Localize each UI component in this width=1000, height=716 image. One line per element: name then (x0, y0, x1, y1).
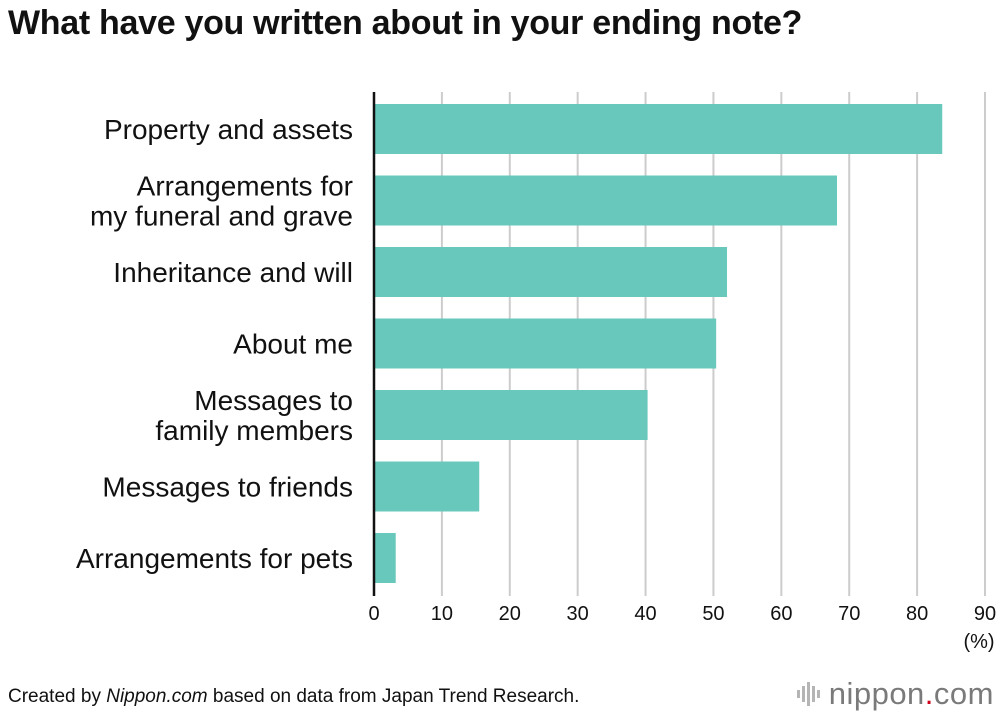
x-tick-label: 60 (770, 603, 792, 625)
logo-name: nippon (828, 676, 925, 711)
x-tick-label: 70 (838, 603, 860, 625)
category-label: About me (233, 329, 353, 360)
bar (374, 104, 943, 154)
chart-title: What have you written about in your endi… (8, 4, 803, 42)
category-label: Arrangements for (137, 171, 353, 202)
x-tick-label: 80 (906, 603, 928, 625)
x-tick-label: 30 (567, 603, 589, 625)
category-label: family members (155, 415, 353, 446)
source-prefix: Created by (8, 686, 107, 707)
category-label: Arrangements for pets (76, 543, 353, 574)
x-tick-label: 50 (702, 603, 724, 625)
category-label: Messages to (194, 385, 353, 416)
x-tick-label: 20 (499, 603, 521, 625)
x-tick-label: 90 (974, 603, 996, 625)
nippon-logo: nippon.com (796, 676, 994, 712)
bar (374, 533, 396, 583)
bar (374, 461, 480, 512)
source-suffix: based on data from Japan Trend Research. (207, 686, 580, 707)
category-label: my funeral and grave (90, 201, 353, 232)
bar (374, 247, 728, 297)
x-tick-label: 10 (431, 603, 453, 625)
source-note: Created by Nippon.com based on data from… (8, 686, 579, 708)
category-label: Property and assets (104, 114, 353, 145)
logo-dot: . (924, 676, 934, 711)
bar (374, 390, 648, 440)
x-unit-label: (%) (963, 631, 994, 653)
sound-wave-icon (796, 682, 820, 706)
bar (374, 175, 838, 226)
logo-tld: com (933, 676, 994, 711)
category-label: Messages to friends (102, 472, 353, 503)
source-name: Nippon.com (106, 686, 208, 707)
category-label: Inheritance and will (113, 257, 353, 288)
x-tick-label: 0 (368, 603, 379, 625)
x-tick-label: 40 (634, 603, 656, 625)
bar (374, 318, 717, 369)
